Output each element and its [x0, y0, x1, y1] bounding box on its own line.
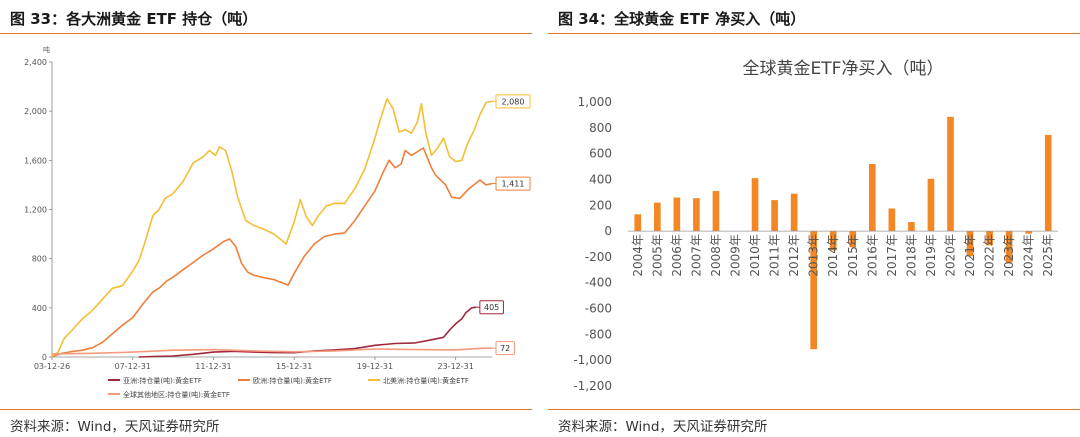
x-tick-label: 2020年: [944, 234, 958, 277]
end-label: 405: [484, 303, 499, 312]
x-tick-label: 2018年: [904, 234, 918, 277]
y-axis-unit: 吨: [43, 45, 50, 54]
bar: [653, 202, 661, 232]
x-tick-label: 2005年: [650, 234, 664, 277]
bar: [849, 231, 857, 248]
x-tick-label: 2025年: [1041, 234, 1055, 277]
x-tick-label: 2024年: [1022, 234, 1036, 277]
y-tick-label: 200: [589, 198, 612, 212]
bar: [693, 198, 700, 232]
etf-net-buying-bar-chart: 全球黄金ETF净买入（吨） 1,000 800 600 400 200 0 -200 -400 -…: [573, 59, 1058, 393]
bar: [790, 193, 798, 232]
x-tick-label: 23-12-31: [438, 362, 474, 371]
y-tick-label: -400: [585, 276, 612, 290]
x-tick-label: 2012年: [787, 234, 801, 277]
legend-label: 欧洲:持仓量(吨):黄金ETF: [253, 376, 332, 385]
y-tick-label: 1,200: [24, 206, 47, 215]
y-tick-label: 0: [42, 353, 47, 362]
bar: [927, 178, 935, 232]
series-line: [138, 306, 477, 358]
x-tick-label: 2023年: [1002, 234, 1016, 277]
x-tick-label: 2006年: [670, 234, 684, 277]
x-tick-label: 2021年: [963, 234, 977, 277]
bar: [888, 208, 896, 232]
legend-label: 全球其他地区:持仓量(吨):黄金ETF: [123, 390, 230, 399]
bar: [771, 200, 778, 232]
title-divider: [0, 33, 532, 34]
x-tick-label: 11-12-31: [195, 362, 231, 371]
x-tick-label: 2019年: [924, 234, 938, 277]
x-tick-label: 2016年: [865, 234, 879, 277]
y-tick-label: -200: [585, 250, 612, 264]
y-tick-label: -1,000: [573, 353, 612, 367]
left-figure-panel: 图 33：各大洲黄金 ETF 持仓（吨） 吨 0 400 800 1,200 1,600 2…: [0, 0, 532, 437]
figure-33-title: 图 33：各大洲黄金 ETF 持仓（吨）: [10, 10, 258, 28]
right-figure-panel: 图 34：全球黄金 ETF 净买入（吨） 全球黄金ETF净买入（吨） 1,000 8…: [548, 0, 1080, 437]
bar: [1025, 231, 1033, 234]
bar: [986, 231, 993, 246]
x-tick-label: 2022年: [983, 234, 997, 277]
y-tick-label: 0: [604, 224, 612, 238]
x-tick-label: 07-12-31: [115, 362, 151, 371]
figure-33-source: 资料来源：Wind，天风证券研究所: [10, 419, 220, 435]
bar: [966, 231, 974, 257]
x-tick-label: 2011年: [768, 234, 782, 277]
bar: [712, 191, 720, 232]
title-divider: [548, 33, 1080, 34]
x-tick-label: 2004年: [631, 234, 645, 277]
legend-label: 北美洲:持仓量(吨):黄金ETF: [383, 376, 469, 385]
y-tick-label: 2,400: [24, 58, 47, 67]
x-tick-label: 2017年: [885, 234, 899, 277]
source-divider: [0, 409, 532, 410]
x-tick-label: 2009年: [729, 234, 743, 277]
series-line: [51, 347, 493, 355]
bar: [751, 178, 759, 232]
x-tick-label: 2010年: [748, 234, 762, 277]
end-label-box: [495, 94, 531, 109]
figure-34-title: 图 34：全球黄金 ETF 净买入（吨）: [558, 10, 806, 28]
y-tick-label: 2,000: [24, 107, 47, 116]
x-tick-label: 2014年: [826, 234, 840, 277]
end-label: 1,411: [502, 180, 525, 189]
source-divider: [548, 409, 1080, 410]
y-tick-label: 400: [32, 304, 47, 313]
figure-34-source: 资料来源：Wind，天风证券研究所: [558, 419, 768, 435]
series-line: [51, 147, 493, 358]
bar: [868, 163, 876, 232]
bar: [634, 214, 642, 232]
legend-label: 亚洲:持仓量(吨):黄金ETF: [123, 376, 202, 385]
x-tick-label: 03-12-26: [34, 362, 70, 371]
y-tick-label: 800: [32, 255, 47, 264]
bar: [947, 116, 954, 232]
y-tick-label: 800: [589, 121, 612, 135]
bar: [829, 231, 837, 251]
bar: [810, 231, 818, 350]
bar: [1005, 231, 1013, 263]
end-label: 72: [500, 344, 510, 353]
bar: [908, 222, 915, 232]
bar: [1044, 134, 1052, 232]
y-tick-label: -600: [585, 302, 612, 316]
end-label-box: [495, 176, 531, 191]
x-tick-label: 2013年: [807, 234, 821, 277]
y-tick-label: -1,200: [573, 379, 612, 393]
end-label-box: [495, 341, 515, 356]
y-tick-label: 1,600: [24, 156, 47, 165]
x-tick-label: 19-12-31: [357, 362, 393, 371]
y-tick-label: 600: [589, 147, 612, 161]
y-tick-label: 400: [589, 172, 612, 186]
y-tick-label: 1,000: [578, 95, 612, 109]
end-label-box: [479, 300, 504, 315]
x-tick-label: 2007年: [689, 234, 703, 277]
x-tick-label: 15-12-31: [276, 362, 312, 371]
bar: [673, 197, 681, 232]
x-tick-label: 2008年: [709, 234, 723, 277]
y-tick-label: -800: [585, 327, 612, 341]
end-label: 2,080: [502, 97, 525, 106]
etf-holdings-line-chart: 吨 0 400 800 1,200 1,600 2,000 2,400 03-12-26 07-1…: [24, 45, 531, 399]
chart-title: 全球黄金ETF净买入（吨）: [743, 59, 944, 79]
series-line: [51, 98, 493, 358]
x-tick-label: 2015年: [846, 234, 860, 277]
